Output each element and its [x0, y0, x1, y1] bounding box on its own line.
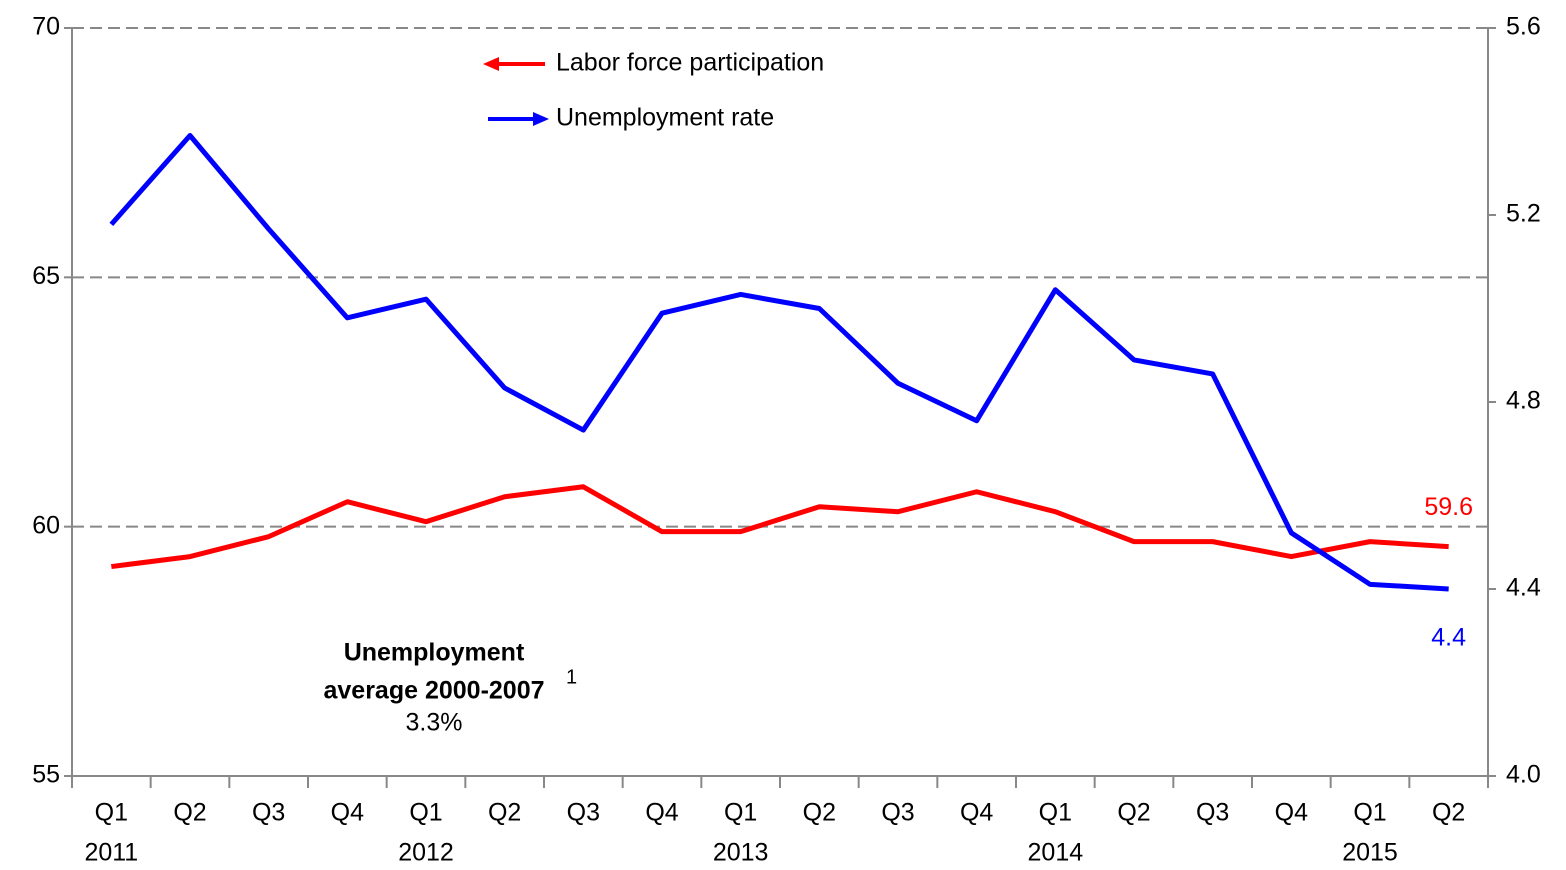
annotation-line: average 2000-2007: [323, 677, 544, 705]
x-tick-label: Q2: [1117, 799, 1150, 827]
y2-tick-label: 4.0: [1506, 761, 1541, 789]
series-line: [109, 133, 1449, 592]
series-line: [111, 484, 1449, 570]
y-tick-label: 60: [32, 511, 60, 539]
y2-tick-label: 5.6: [1506, 13, 1541, 41]
x-tick-label: Q1: [95, 799, 128, 827]
y-tick-label: 65: [32, 262, 60, 290]
legend-label: Unemployment rate: [556, 104, 774, 132]
x-year-label: 2013: [713, 839, 769, 867]
x-tick-label: Q4: [645, 799, 678, 827]
y-tick-label: 55: [32, 761, 60, 789]
annotation-superscript: 1: [566, 666, 577, 688]
x-tick-label: Q2: [488, 799, 521, 827]
x-year-label: 2014: [1028, 839, 1084, 867]
y2-tick-label: 5.2: [1506, 200, 1541, 228]
x-tick-label: Q2: [803, 799, 836, 827]
x-tick-label: Q3: [881, 799, 914, 827]
x-year-label: 2015: [1342, 839, 1398, 867]
y2-tick-label: 4.8: [1506, 387, 1541, 415]
legend-label: Labor force participation: [556, 49, 824, 77]
x-year-label: 2012: [398, 839, 454, 867]
x-tick-label: Q3: [567, 799, 600, 827]
legend-arrow: [483, 57, 499, 71]
data-label: 59.6: [1424, 493, 1473, 521]
y2-tick-label: 4.4: [1506, 574, 1541, 602]
y-tick-label: 70: [32, 13, 60, 41]
data-label: 4.4: [1431, 624, 1466, 652]
x-tick-label: Q3: [1196, 799, 1229, 827]
x-tick-label: Q1: [1039, 799, 1072, 827]
x-tick-label: Q1: [1353, 799, 1386, 827]
legend-arrow: [533, 112, 549, 126]
x-tick-label: Q1: [724, 799, 757, 827]
x-tick-label: Q1: [409, 799, 442, 827]
x-tick-label: Q4: [960, 799, 993, 827]
x-tick-label: Q2: [1432, 799, 1465, 827]
x-tick-label: Q4: [331, 799, 364, 827]
x-tick-label: Q2: [173, 799, 206, 827]
x-year-label: 2011: [84, 839, 138, 867]
annotation-value: 3.3%: [406, 709, 463, 737]
x-tick-label: Q3: [252, 799, 285, 827]
annotation-line: Unemployment: [344, 639, 525, 667]
x-tick-label: Q4: [1275, 799, 1308, 827]
